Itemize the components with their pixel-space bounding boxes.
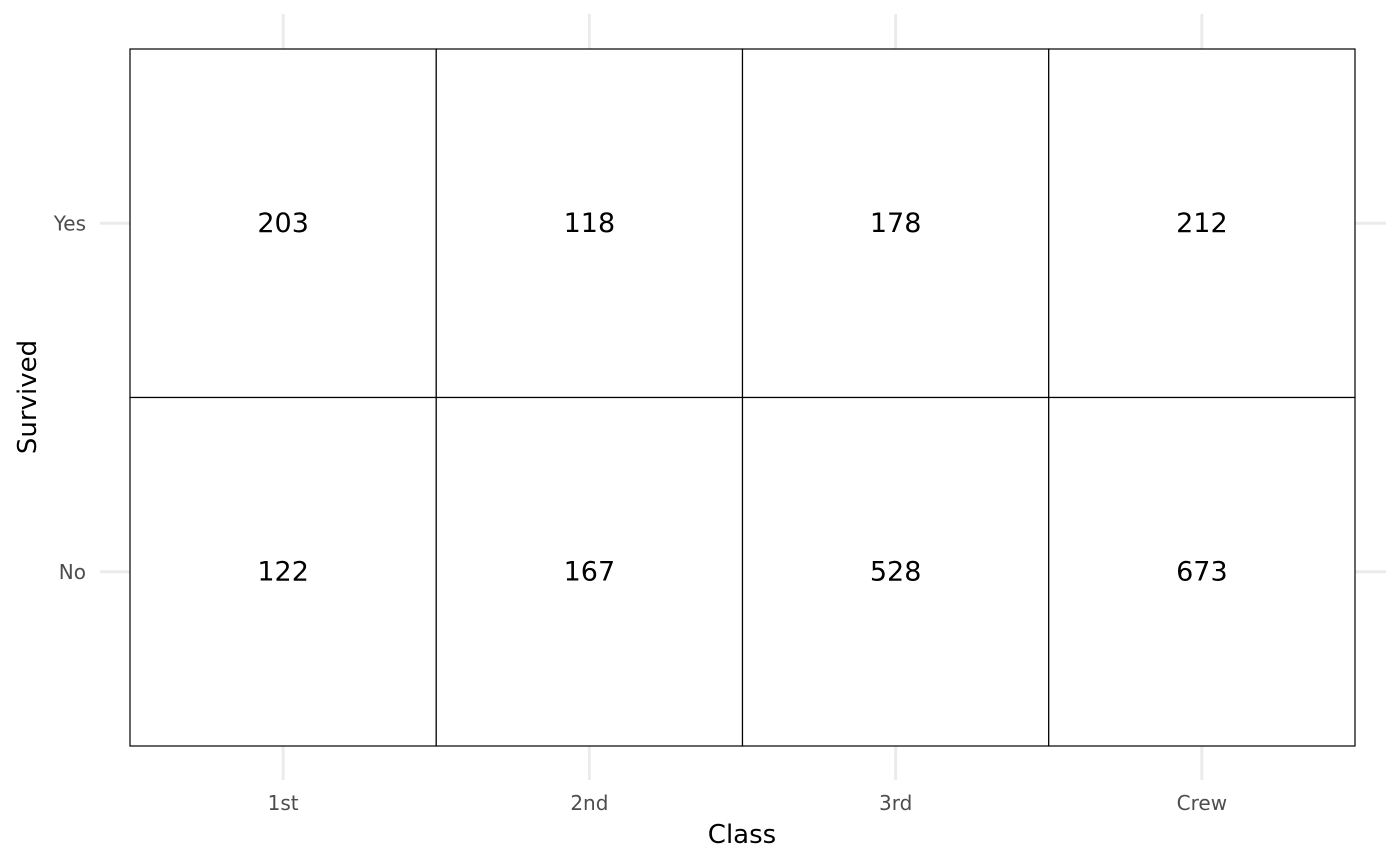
cell-1st-no bbox=[129, 396, 437, 747]
cell-3rd-yes bbox=[741, 48, 1050, 399]
cell-crew-no bbox=[1048, 396, 1356, 747]
x-tick-label-3rd: 3rd bbox=[879, 791, 912, 815]
tick-layer: 1st 2nd 3rd Crew No Yes bbox=[53, 211, 1227, 815]
cell-value-1st-no: 122 bbox=[257, 556, 309, 587]
cell-value-2nd-no: 167 bbox=[564, 556, 616, 587]
cell-value-crew-no: 673 bbox=[1176, 556, 1228, 587]
cell-1st-yes bbox=[129, 48, 437, 399]
y-tick-label-yes: Yes bbox=[53, 211, 86, 235]
cell-value-3rd-no: 528 bbox=[870, 556, 922, 587]
x-tick-label-2nd: 2nd bbox=[570, 791, 608, 815]
cell-crew-yes bbox=[1048, 48, 1356, 399]
cell-value-1st-yes: 203 bbox=[257, 208, 309, 239]
cell-value-2nd-yes: 118 bbox=[564, 208, 616, 239]
x-tick-label-1st: 1st bbox=[268, 791, 299, 815]
cell-value-crew-yes: 212 bbox=[1176, 208, 1228, 239]
y-axis-title: Survived bbox=[13, 340, 43, 454]
x-axis-title: Class bbox=[708, 820, 776, 850]
cell-layer: 203 118 178 212 122 167 528 673 bbox=[129, 48, 1356, 747]
y-tick-label-no: No bbox=[59, 560, 86, 584]
x-tick-label-crew: Crew bbox=[1177, 791, 1227, 815]
cell-3rd-no bbox=[741, 396, 1050, 747]
cell-value-3rd-yes: 178 bbox=[870, 208, 922, 239]
cell-2nd-no bbox=[435, 396, 744, 747]
